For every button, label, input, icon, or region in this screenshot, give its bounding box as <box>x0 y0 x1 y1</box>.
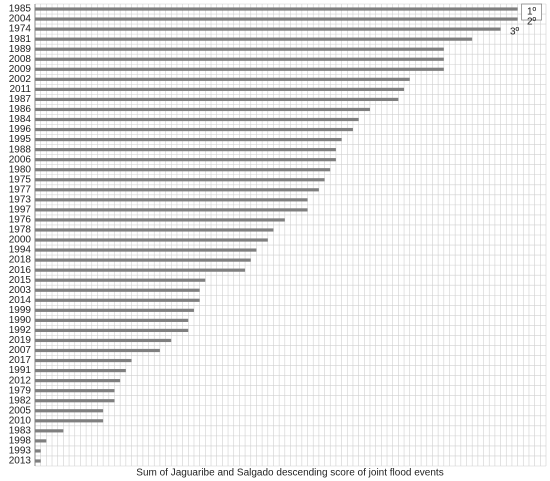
y-tick-label: 1982 <box>9 395 32 406</box>
y-tick-label: 1998 <box>9 436 32 447</box>
bar <box>35 399 115 403</box>
y-tick-label: 1984 <box>9 114 32 125</box>
bar <box>35 268 246 272</box>
y-tick-label: 2013 <box>9 456 32 467</box>
y-tick-label: 2015 <box>9 275 32 286</box>
y-tick-label: 1992 <box>9 325 32 336</box>
bar <box>35 77 410 81</box>
bar <box>35 238 268 242</box>
y-tick-label: 1997 <box>9 205 32 216</box>
y-tick-label: 2012 <box>9 375 32 386</box>
annotation: 3º <box>510 27 520 38</box>
bar <box>35 198 308 202</box>
y-tick-label: 1976 <box>9 215 32 226</box>
y-tick-label: 2006 <box>9 154 32 165</box>
bar <box>35 228 274 232</box>
y-tick-label: 1986 <box>9 104 32 115</box>
bar <box>35 419 104 423</box>
bar <box>35 137 342 142</box>
y-tick-label: 2018 <box>9 255 32 266</box>
y-tick-label: 1985 <box>9 4 32 15</box>
y-tick-label: 1990 <box>9 315 32 326</box>
bar <box>35 208 308 212</box>
bar <box>35 188 319 192</box>
annotation: 2º <box>527 17 537 28</box>
bar <box>35 87 405 91</box>
bar <box>35 218 285 222</box>
y-tick-label: 1999 <box>9 305 32 316</box>
y-tick-label: 2016 <box>9 265 32 276</box>
bar <box>35 409 104 413</box>
bar <box>35 288 200 292</box>
y-tick-label: 1988 <box>9 144 32 155</box>
y-tick-label: 2017 <box>9 355 32 366</box>
bar <box>35 429 64 433</box>
bar <box>35 439 47 443</box>
y-tick-label: 2008 <box>9 54 32 65</box>
bar <box>35 117 359 122</box>
x-axis-label: Sum of Jaguaribe and Salgado descending … <box>136 468 443 479</box>
y-tick-label: 1995 <box>9 134 32 145</box>
bar <box>35 97 399 102</box>
y-tick-label: 1991 <box>9 365 32 376</box>
bar <box>35 328 189 333</box>
y-tick-label: 1975 <box>9 174 32 185</box>
bar <box>35 389 115 393</box>
bar <box>35 7 518 11</box>
y-tick-label: 1973 <box>9 194 32 205</box>
y-tick-label: 2005 <box>9 405 32 416</box>
annotation: 1º <box>527 7 537 18</box>
bar <box>35 348 160 353</box>
y-tick-label: 2002 <box>9 74 32 85</box>
y-tick-label: 2009 <box>9 64 32 75</box>
bar <box>35 379 121 383</box>
y-tick-label: 1974 <box>9 24 32 35</box>
bar <box>35 338 172 343</box>
y-tick-label: 1980 <box>9 164 32 175</box>
y-tick-label: 1993 <box>9 446 32 457</box>
bar <box>35 127 353 132</box>
bar <box>35 148 336 152</box>
bar <box>35 178 325 182</box>
y-tick-label: 1978 <box>9 225 32 236</box>
bar <box>35 37 473 41</box>
bar <box>35 57 444 61</box>
bar <box>35 168 331 172</box>
y-tick-label: 2019 <box>9 335 32 346</box>
y-tick-label: 2007 <box>9 345 32 356</box>
bar <box>35 449 41 453</box>
y-tick-label: 1977 <box>9 184 32 195</box>
y-tick-label: 1989 <box>9 44 32 55</box>
y-tick-label: 1987 <box>9 94 32 105</box>
y-tick-label: 2014 <box>9 295 32 306</box>
bar <box>35 298 200 302</box>
bar <box>35 278 206 282</box>
bar <box>35 459 41 463</box>
y-tick-label: 2004 <box>9 14 32 25</box>
y-tick-label: 2010 <box>9 415 32 426</box>
bar <box>35 107 370 112</box>
bar <box>35 67 444 71</box>
annotation-box <box>521 3 543 21</box>
y-tick-label: 2000 <box>9 235 32 246</box>
bar <box>35 47 444 51</box>
bar <box>35 358 132 363</box>
bar <box>35 368 126 373</box>
y-tick-label: 2003 <box>9 285 32 296</box>
y-tick-label: 1979 <box>9 385 32 396</box>
bar <box>35 17 518 21</box>
y-tick-label: 1983 <box>9 425 32 436</box>
y-tick-label: 1994 <box>9 245 32 256</box>
bar <box>35 258 251 262</box>
bar <box>35 308 194 312</box>
bar <box>35 158 336 162</box>
bar <box>35 318 189 322</box>
y-tick-label: 2011 <box>9 84 31 95</box>
bar <box>35 27 501 31</box>
y-tick-label: 1996 <box>9 124 32 135</box>
y-tick-label: 1981 <box>9 34 32 45</box>
bar <box>35 248 257 252</box>
